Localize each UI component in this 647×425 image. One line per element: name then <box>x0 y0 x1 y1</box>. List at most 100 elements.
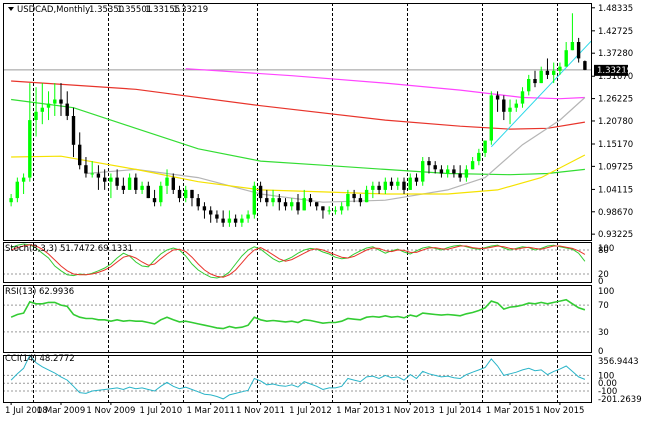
stoch-title: Stoch(8,3,3) 51.7472 69.1331 <box>5 244 133 254</box>
candle-body <box>265 198 269 203</box>
y-tick-label: 0.00 <box>598 379 617 389</box>
y-tick-label: -201.2639 <box>598 395 642 405</box>
candle-body <box>576 42 581 59</box>
trendline <box>490 40 592 148</box>
candle-body <box>570 42 575 51</box>
y-tick-label: 20 <box>598 270 609 280</box>
symbol-title: USDCAD,Monthly <box>17 5 90 15</box>
x-tick-label: 1 Jul 2012 <box>289 406 332 416</box>
y-tick-label: 1.20780 <box>598 117 633 127</box>
candle-body <box>271 198 275 203</box>
y-tick-label: 100 <box>598 244 614 254</box>
current-price-label: 1.33219 <box>597 66 632 76</box>
candle-body <box>78 144 82 166</box>
panel-frame <box>3 355 592 403</box>
candle-body <box>177 189 182 199</box>
y-tick-label: 1.15170 <box>598 140 633 150</box>
candle-body <box>564 50 568 67</box>
candle-body <box>134 177 138 190</box>
moving-average-line <box>85 97 586 203</box>
x-tick-label: 1 Nov 2015 <box>535 406 584 416</box>
candle-body <box>527 79 531 92</box>
chart-frames <box>3 3 595 405</box>
candle-body <box>46 103 51 108</box>
y-tick-label: 0 <box>598 277 603 287</box>
x-tick-label: 1 Mar 2015 <box>486 406 534 416</box>
ohlc-low: 1.33155 <box>145 5 180 15</box>
candle-body <box>258 185 263 199</box>
candle-body <box>184 189 188 199</box>
candle-body <box>464 169 469 178</box>
panel-frame <box>3 285 592 353</box>
panel-frame <box>3 3 592 241</box>
moving-average-line <box>11 80 585 130</box>
y-tick-label: 1.26225 <box>598 95 633 105</box>
x-tick-label: 1 Mar 2013 <box>336 406 384 416</box>
candle-body <box>502 99 506 112</box>
candle-body <box>533 79 537 84</box>
oscillator-line <box>10 243 586 279</box>
candle-body <box>552 70 556 75</box>
candle-body <box>246 214 250 219</box>
y-tick-label: 0.93225 <box>598 230 633 240</box>
candle-body <box>115 177 119 186</box>
y-tick-label: 0 <box>598 347 603 357</box>
y-tick-label: 1.37280 <box>598 49 633 59</box>
candle-body <box>321 206 325 211</box>
candle-body <box>308 198 313 203</box>
candle-body <box>396 181 400 186</box>
y-tick-label: 1.31670 <box>598 72 633 82</box>
candle-body <box>346 194 350 207</box>
candle-body <box>21 177 26 182</box>
y-tick-label: 1.42725 <box>598 27 633 37</box>
x-tick-label: 1 Nov 2011 <box>236 406 285 416</box>
candle-body <box>452 169 456 174</box>
y-tick-label: 30 <box>598 328 609 338</box>
candle-body <box>377 185 381 190</box>
candle-body <box>371 185 375 190</box>
x-tick-label: 1 Nov 2013 <box>386 406 435 416</box>
moving-averages <box>11 40 592 203</box>
candle-body <box>495 95 500 100</box>
candles <box>9 13 587 227</box>
candle-body <box>202 206 207 211</box>
candle-body <box>146 185 150 199</box>
candle-body <box>514 103 518 108</box>
candle-body <box>171 177 175 190</box>
candle-body <box>558 66 562 71</box>
candle-body <box>327 210 331 212</box>
x-tick-label: 1 Jul 2010 <box>139 406 182 416</box>
y-tick-label: 100 <box>598 287 614 297</box>
candle-body <box>470 161 475 170</box>
candle-body <box>190 189 194 199</box>
y-tick-label: 80 <box>598 246 609 256</box>
y-tick-label: 1.04115 <box>598 185 633 195</box>
candle-body <box>358 198 363 203</box>
candle-body <box>215 214 219 219</box>
candle-body <box>227 218 232 223</box>
candle-body <box>71 116 76 145</box>
candle-body <box>277 198 281 203</box>
candle-body <box>583 61 587 70</box>
dropdown-triangle-icon[interactable] <box>8 7 14 11</box>
x-tick-label: 1 Mar 2011 <box>186 406 234 416</box>
candle-body <box>427 161 431 166</box>
candle-body <box>121 185 126 190</box>
moving-average-line <box>11 154 586 195</box>
candle-body <box>545 70 550 75</box>
y-tick-label: 0.98670 <box>598 208 633 218</box>
candle-body <box>40 107 44 112</box>
candle-body <box>59 99 63 104</box>
x-tick-label: 1 Jul 2008 <box>5 406 48 416</box>
candle-body <box>414 177 419 182</box>
candle-body <box>439 169 444 174</box>
candle-body <box>421 161 425 182</box>
candle-body <box>221 218 225 223</box>
candle-body <box>159 185 163 203</box>
labels: USDCAD,Monthly 1.35350 1.35501 1.33155 1… <box>5 4 642 416</box>
oscillators <box>3 243 591 400</box>
x-tick-label: 1 Mar 2009 <box>37 406 85 416</box>
candle-body <box>109 177 113 182</box>
